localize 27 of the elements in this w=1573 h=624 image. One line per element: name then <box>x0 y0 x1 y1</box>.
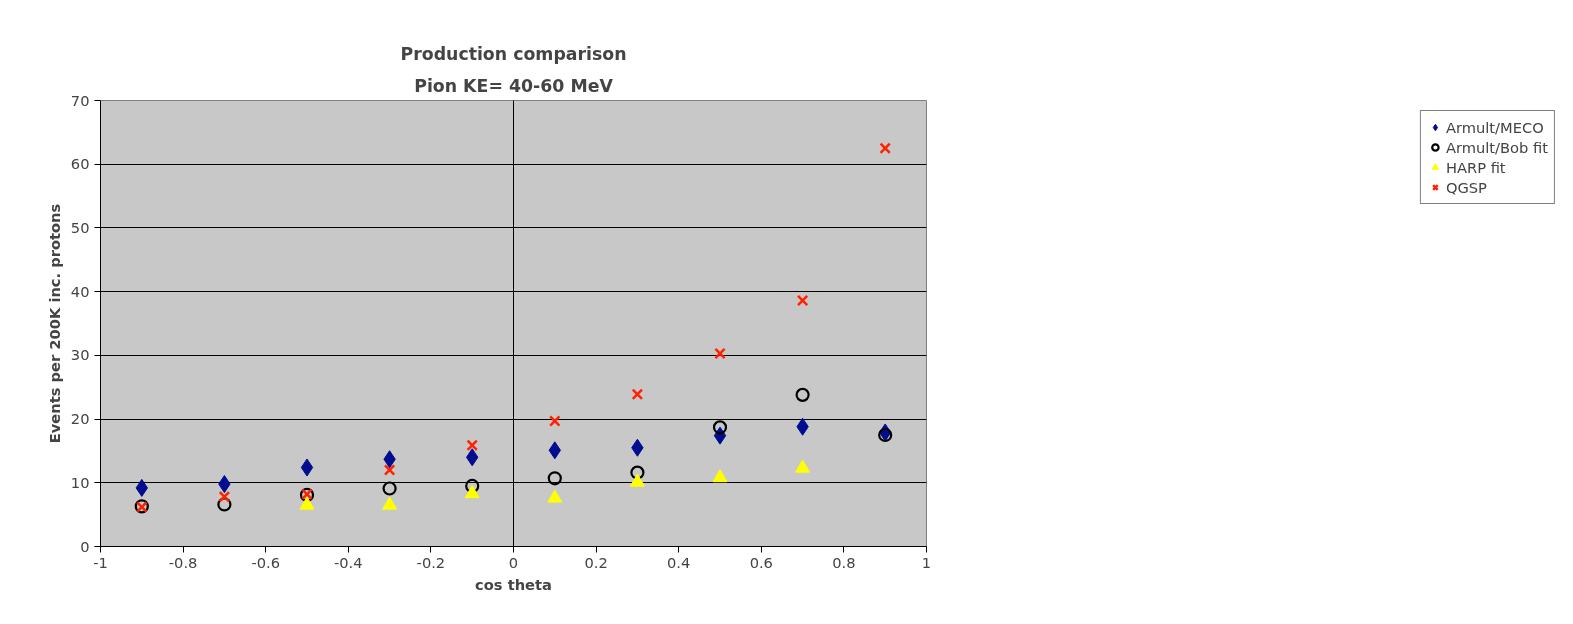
x-tick-label: 0 <box>508 553 519 571</box>
x-tick-label: 0.4 <box>667 553 691 571</box>
y-tick-label: 20 <box>70 410 90 428</box>
y-tick-label: 50 <box>70 218 90 236</box>
x-tick-label: -0.8 <box>168 553 198 571</box>
y-tick-label: 30 <box>70 346 90 364</box>
x-tick-label: -0.2 <box>416 553 446 571</box>
x-tick-label: 0.8 <box>832 553 856 571</box>
x-tick-label: -1 <box>93 553 108 571</box>
x-tick-label: 1 <box>921 553 932 571</box>
y-tick-label: 70 <box>70 91 90 109</box>
y-tick-label: 10 <box>70 473 90 491</box>
y-tick-label: 0 <box>80 537 90 555</box>
x-axis-title: cos theta <box>475 575 552 593</box>
legend-label: QGSP <box>1445 178 1487 196</box>
x-tick-label: -0.6 <box>251 553 281 571</box>
chart-subtitle: Pion KE= 40-60 MeV <box>414 75 614 96</box>
legend-label: Armult/Bob fit <box>1445 138 1548 156</box>
chart-title: Production comparison <box>400 43 627 64</box>
x-tick-label: -0.4 <box>334 553 363 571</box>
y-axis-title: Events per 200K inc. protons <box>45 203 63 444</box>
x-tick-label: 0.6 <box>749 553 773 571</box>
legend-label: Armult/MECO <box>1445 118 1544 136</box>
y-tick-label: 60 <box>70 155 90 173</box>
y-tick-label: 40 <box>70 282 90 300</box>
legend-label: HARP fit <box>1445 158 1506 176</box>
x-tick-label: 0.2 <box>584 553 608 571</box>
